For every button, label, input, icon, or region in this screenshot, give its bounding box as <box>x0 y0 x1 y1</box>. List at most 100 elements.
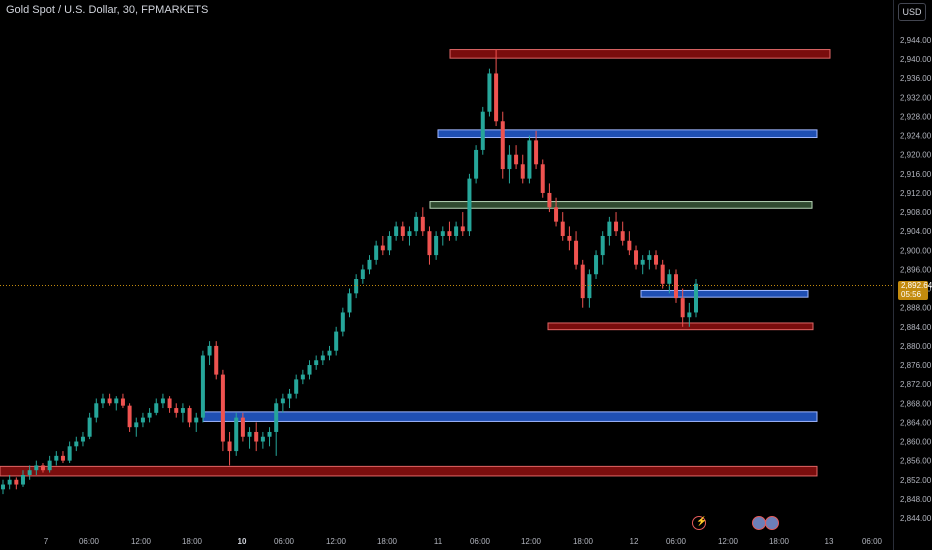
candle <box>614 212 619 236</box>
candle-body <box>154 403 159 413</box>
candle-body <box>194 417 199 423</box>
candle-body <box>494 73 499 122</box>
zone-zone-2924[interactable] <box>437 129 818 139</box>
candle-body <box>567 235 572 241</box>
candle <box>280 393 285 413</box>
price-tick-label: 2,864.00 <box>900 418 932 427</box>
candle-body <box>414 216 419 232</box>
candle-body <box>307 365 312 375</box>
us-flag-event-icon[interactable] <box>752 516 766 530</box>
candle <box>154 398 159 416</box>
price-tick-label: 2,868.00 <box>900 399 932 408</box>
candle <box>574 231 579 270</box>
candle <box>127 403 132 432</box>
zone-supply-zone-top[interactable] <box>449 49 831 59</box>
time-tick-label: 12 <box>630 537 639 546</box>
time-tick-label: 06:00 <box>79 537 100 546</box>
price-tick-label: 2,848.00 <box>900 495 932 504</box>
zone-zone-2865[interactable] <box>202 411 818 422</box>
candle <box>140 412 145 428</box>
bar-countdown: 05:56 <box>901 290 922 299</box>
zone-zone-2891[interactable] <box>640 289 809 298</box>
candle <box>54 451 59 466</box>
price-tick-label: 2,924.00 <box>900 132 932 141</box>
current-price-label: 2,892.64 05:56 <box>898 281 932 300</box>
candle <box>514 145 519 170</box>
candle-body <box>434 235 439 256</box>
candle-body <box>274 403 279 432</box>
candle <box>434 231 439 260</box>
candle-body <box>487 73 492 112</box>
candle-body <box>1 484 5 490</box>
candle-body <box>600 235 605 256</box>
candle-body <box>67 446 72 461</box>
candle <box>247 427 252 449</box>
candle-body <box>467 178 472 232</box>
candle <box>560 212 565 241</box>
candle-body <box>294 379 299 394</box>
candle <box>227 431 232 466</box>
candle-body <box>174 408 179 413</box>
price-tick-label: 2,920.00 <box>900 151 932 160</box>
candle <box>654 250 659 270</box>
candle-body <box>580 264 585 299</box>
price-axis[interactable] <box>893 0 932 550</box>
candle <box>34 460 39 475</box>
candle <box>427 226 432 265</box>
price-tick-label: 2,856.00 <box>900 457 932 466</box>
time-tick-label: 7 <box>44 537 49 546</box>
candle-body <box>687 312 692 318</box>
candle-body <box>520 164 525 179</box>
zone-zone-2884[interactable] <box>547 322 814 331</box>
candle-body <box>60 455 65 461</box>
zone-zone-2910[interactable] <box>429 201 813 209</box>
candle <box>620 221 625 246</box>
candle-body <box>527 140 532 179</box>
price-tick-label: 2,944.00 <box>900 36 932 45</box>
candle-body <box>134 422 139 428</box>
candle <box>600 231 605 265</box>
lightning-event-icon[interactable]: ⚡ <box>692 516 707 530</box>
currency-button[interactable]: USD <box>898 3 926 21</box>
candle-body <box>107 398 112 404</box>
candle-body <box>427 231 432 256</box>
price-tick-label: 2,916.00 <box>900 170 932 179</box>
candle-body <box>574 240 579 265</box>
candle <box>220 369 225 452</box>
time-tick-label: 18:00 <box>573 537 594 546</box>
candle <box>460 212 465 236</box>
time-tick-label: 06:00 <box>470 537 491 546</box>
us-flag-event-icon-2[interactable] <box>765 516 779 530</box>
candle-body <box>7 479 12 485</box>
zones-layer <box>0 49 831 477</box>
price-tick-label: 2,876.00 <box>900 361 932 370</box>
candle-body <box>20 474 25 485</box>
candle <box>500 111 505 179</box>
zone-zone-2854[interactable] <box>0 465 818 477</box>
candle <box>1 479 5 495</box>
candle <box>287 388 292 409</box>
candle-body <box>674 274 679 299</box>
candle <box>267 427 272 447</box>
candle <box>314 355 319 370</box>
candle <box>107 393 112 406</box>
candle-body <box>40 465 45 471</box>
candle-body <box>47 460 52 471</box>
candle <box>307 360 312 380</box>
candle <box>300 369 305 385</box>
time-tick-label: 18:00 <box>769 537 790 546</box>
candle-body <box>460 226 465 232</box>
candle <box>680 288 685 327</box>
candle-body <box>140 417 145 423</box>
candle-body <box>320 355 325 361</box>
candle-body <box>547 192 552 208</box>
candle-body <box>187 408 192 423</box>
candle-body <box>347 293 352 313</box>
candle <box>67 441 72 464</box>
candle <box>694 279 698 318</box>
candle <box>467 173 472 236</box>
time-tick-label: 10 <box>238 537 247 546</box>
candle <box>200 350 205 423</box>
candle-body <box>180 408 185 413</box>
